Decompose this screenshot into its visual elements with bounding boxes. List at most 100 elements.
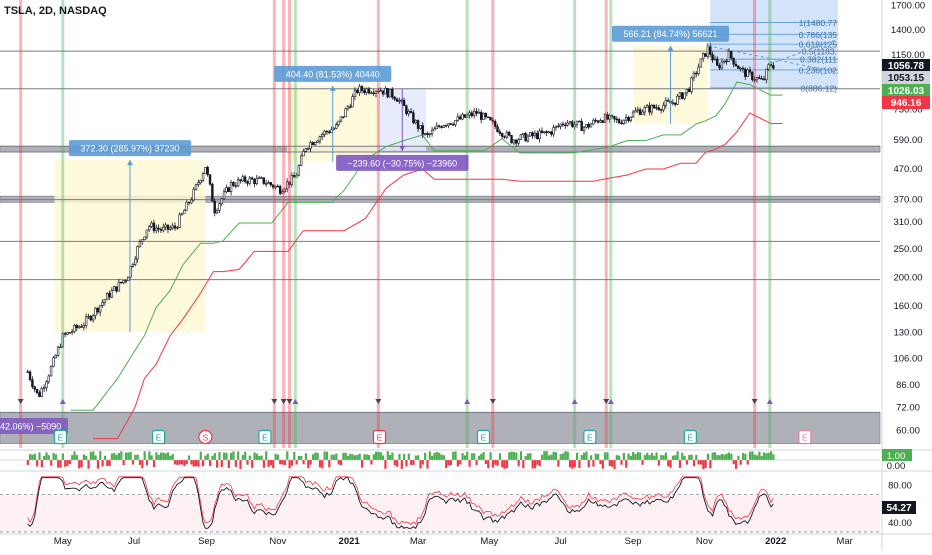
candle-body	[295, 174, 298, 178]
candle-body	[592, 119, 595, 125]
candle-body	[437, 125, 441, 127]
signal-bar-down	[456, 460, 459, 467]
sell-signal-line	[287, 0, 291, 448]
candle-body	[723, 60, 726, 63]
signal-bar-down	[173, 460, 177, 465]
signal-bar-up	[758, 451, 761, 460]
candle-body	[332, 128, 336, 131]
candle-body	[557, 125, 560, 128]
candle-body	[451, 124, 455, 126]
signal-bar-down	[318, 460, 322, 468]
price-axis-tick: 310.00	[893, 217, 922, 228]
earnings-marker[interactable]: S	[198, 429, 213, 445]
signal-bar-up	[89, 451, 93, 460]
signal-bar-down	[533, 460, 537, 469]
split-icon	[198, 429, 213, 445]
candle-body	[330, 129, 333, 134]
projection-label: 404.40 (81.53%) 40440	[274, 65, 392, 82]
signal-bar-down	[195, 460, 198, 467]
candle-body	[606, 114, 609, 120]
candle-body	[374, 90, 378, 94]
signal-bar-down	[269, 460, 272, 466]
projection-label: 42.06%) −5090	[0, 418, 68, 434]
candle-body	[620, 122, 623, 125]
signal-bar-up	[52, 452, 55, 460]
signal-bar-up	[311, 454, 315, 460]
signal-bar-down	[360, 460, 364, 468]
signal-bar-up	[512, 451, 516, 460]
signal-bar-up	[594, 453, 597, 460]
candle-body	[26, 371, 29, 373]
signal-bar-down	[267, 460, 270, 467]
signal-bar-up	[365, 454, 368, 460]
candle-body	[447, 123, 450, 126]
price-axis-tick: 86.00	[896, 380, 920, 391]
price-axis-tick: 130.00	[893, 327, 922, 338]
candle-body	[580, 121, 583, 131]
candle-body	[150, 222, 153, 227]
signal-bar-up	[346, 455, 350, 460]
candle-body	[662, 104, 665, 111]
signal-bar-down	[419, 460, 422, 469]
projection-label-text: 372.30 (285.97%) 37230	[80, 144, 179, 154]
price-tag: 1053.15	[882, 71, 930, 84]
signal-bar-up	[127, 452, 130, 460]
earnings-marker[interactable]: E	[798, 429, 812, 445]
signal-bar-up	[351, 454, 354, 460]
signal-bar-up	[374, 451, 378, 460]
signal-bar-up	[75, 455, 78, 460]
candle-body	[299, 155, 303, 166]
signal-bar-down	[667, 460, 670, 467]
signal-bar-up	[545, 451, 548, 460]
candle-body	[405, 105, 408, 115]
candle-body	[80, 326, 83, 328]
signal-bar-up	[615, 455, 618, 460]
signal-bar-up	[440, 454, 443, 460]
earnings-marker[interactable]: E	[476, 429, 491, 445]
signal-bar-up	[552, 451, 555, 460]
signal-bar-up	[727, 452, 731, 460]
candle-body	[690, 77, 693, 92]
candle-body	[127, 276, 130, 281]
price-tag-text: 1053.15	[888, 73, 925, 84]
signal-bar-up	[293, 451, 296, 460]
candle-body	[391, 89, 394, 98]
candle-body	[211, 183, 214, 202]
signal-bar-down	[185, 460, 188, 465]
candle-body	[671, 102, 675, 104]
signal-bar-up	[166, 452, 170, 460]
signal-bar-up	[634, 454, 637, 460]
earnings-marker[interactable]: E	[683, 429, 697, 445]
time-axis-tick: 2022	[765, 536, 786, 547]
signal-bar-up	[755, 455, 759, 460]
candle-body	[84, 316, 88, 326]
signal-bar-up	[241, 454, 244, 460]
signal-bar-up	[82, 454, 86, 460]
candle-body	[197, 182, 200, 185]
candle-body	[110, 290, 114, 298]
earnings-marker[interactable]: E	[258, 429, 272, 445]
earnings-marker[interactable]: E	[152, 429, 166, 445]
candle-body	[515, 139, 518, 144]
earnings-marker[interactable]: E	[53, 429, 68, 445]
earnings-marker[interactable]: E	[372, 429, 387, 445]
signal-bar-down	[176, 460, 179, 465]
signal-bar-up	[688, 454, 691, 460]
candle-body	[220, 198, 223, 205]
candle-body	[199, 180, 202, 184]
candle-body	[215, 209, 219, 214]
signal-bar-up	[559, 454, 562, 460]
candle-body	[716, 58, 719, 66]
candle-body	[734, 63, 738, 67]
signal-bar-down	[220, 460, 223, 467]
signal-bar-up	[159, 452, 163, 460]
candle-body	[444, 125, 448, 127]
candle-body	[751, 71, 754, 80]
candle-body	[652, 104, 656, 109]
price-tag-text: 1056.78	[888, 61, 925, 72]
projection-label-text: 42.06%) −5090	[0, 422, 61, 432]
earnings-marker[interactable]: E	[583, 429, 597, 445]
candle-body	[423, 133, 427, 135]
earnings-marker-label: E	[262, 433, 268, 443]
